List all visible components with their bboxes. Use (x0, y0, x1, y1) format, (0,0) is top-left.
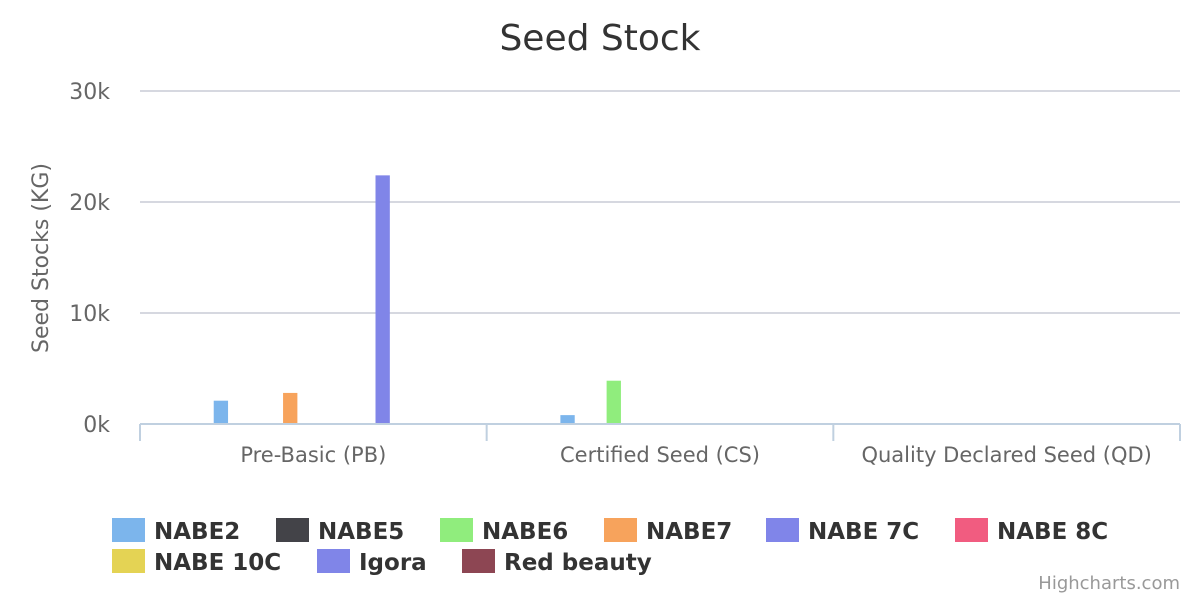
x-tick-label: Pre-Basic (PB) (240, 443, 386, 467)
legend-item: NABE2 (154, 519, 240, 545)
bar (283, 392, 298, 424)
bar (560, 415, 575, 424)
legend-item: NABE6 (482, 519, 568, 545)
y-tick-label: 10k (69, 302, 110, 327)
legend-swatch (766, 518, 799, 542)
y-tick-label: 20k (69, 191, 110, 216)
y-axis-label: Seed Stocks (KG) (29, 163, 54, 353)
chart-title: Seed Stock (499, 18, 700, 59)
bar (375, 175, 390, 424)
legend-swatch (112, 518, 145, 542)
legend: NABE2 NABE5 NABE6 NABE7 NABE 7C NABE 8C NABE 1… (112, 518, 1108, 576)
legend-item: NABE7 (646, 519, 732, 545)
legend-swatch (604, 518, 637, 542)
x-axis: Pre-Basic (PB) Certified Seed (CS) Quality… (139, 423, 1181, 467)
x-tick-label: Quality Declared Seed (QD) (861, 443, 1151, 467)
bar (606, 380, 621, 424)
legend-item: Igora (359, 550, 427, 576)
legend-swatch (462, 549, 495, 573)
legend-item: Red beauty (504, 550, 652, 576)
legend-swatch (276, 518, 309, 542)
x-tick-label: Certified Seed (CS) (560, 443, 760, 467)
legend-item: NABE 8C (997, 519, 1108, 545)
bar (213, 400, 229, 424)
gridlines: 0k 10k 20k 30k (69, 80, 1180, 438)
legend-swatch (112, 549, 145, 573)
legend-swatch (955, 518, 988, 542)
legend-item: NABE5 (318, 519, 404, 545)
y-tick-label: 30k (69, 80, 110, 105)
credits-link[interactable]: Highcharts.com (1038, 573, 1180, 594)
legend-swatch (317, 549, 350, 573)
legend-swatch (440, 518, 473, 542)
plot-area (213, 175, 621, 424)
y-tick-label: 0k (83, 413, 110, 438)
legend-item: NABE 7C (808, 519, 919, 545)
legend-item: NABE 10C (154, 550, 281, 576)
